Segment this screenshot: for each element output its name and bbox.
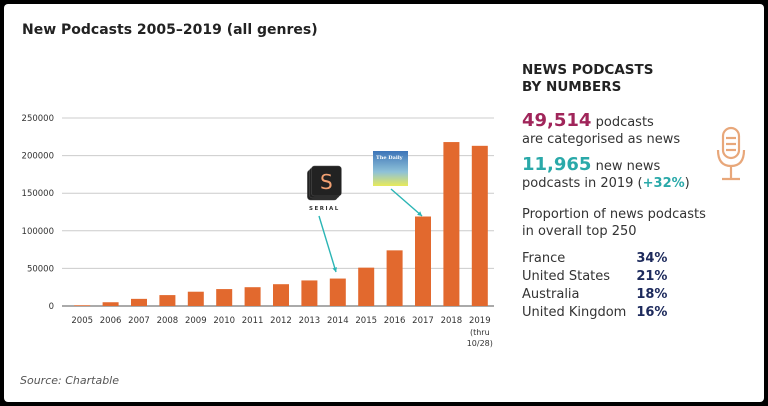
x-tick-label: 2013 [299, 316, 321, 326]
bar-2016 [386, 250, 403, 306]
bar-2018 [443, 142, 460, 306]
bar-2011 [244, 287, 261, 306]
x-tick-label: 2016 [384, 316, 406, 326]
x-tick-label: 2011 [242, 316, 264, 326]
table-row: France 34% [522, 250, 667, 268]
stat2-text2b: ) [684, 176, 690, 191]
x-tick-label: 2014 [327, 316, 349, 326]
y-tick-label: 0 [49, 302, 54, 312]
bar-chart: 0 50000 100000 150000 200000 250000 2005 2006 20… [22, 114, 494, 348]
table-row: United Kingdom 16% [522, 304, 667, 322]
bar-2005 [74, 305, 91, 306]
x-tick-label: 2019 [469, 316, 491, 326]
table-row: Australia 18% [522, 286, 667, 304]
bar-2019 [471, 145, 488, 306]
serial-logo-label: SERIAL [309, 206, 340, 212]
country-table: France 34% United States 21% Australia 18% … [522, 250, 667, 322]
y-tick-label: 50000 [27, 264, 54, 274]
y-tick-label: 150000 [22, 189, 54, 199]
serial-logo-layer [311, 165, 342, 197]
x-tick-label: 2018 [441, 316, 463, 326]
country-pct: 16% [636, 305, 668, 320]
infographic: New Podcasts 2005–2019 (all genres) 0 500… [4, 4, 764, 402]
x-tick-label: 2017 [412, 316, 434, 326]
bar-2010 [216, 289, 233, 306]
y-tick-label: 100000 [22, 227, 54, 237]
table-row: United States 21% [522, 268, 667, 286]
x-tick-label: 2015 [355, 316, 377, 326]
bar-2012 [273, 284, 289, 306]
source-note: Source: Chartable [20, 374, 119, 387]
serial-arrow [318, 215, 337, 273]
daily-arrow-head [417, 211, 422, 216]
stat-new-news-podcasts: 11,965 new news podcasts in 2019 (+32%) [522, 156, 762, 192]
country-name: United Kingdom [522, 305, 627, 320]
proportion-line1: Proportion of news podcasts [522, 207, 706, 222]
stat2-text2a: podcasts in 2019 ( [522, 176, 643, 191]
stat2-pct: +32% [642, 176, 685, 191]
panel-heading-line2: BY NUMBERS [522, 79, 622, 95]
serial-logo-letter: S [320, 170, 333, 194]
y-tick-label: 200000 [22, 152, 54, 162]
stat-news-podcasts: 49,514 podcasts are categorised as news [522, 112, 762, 148]
country-pct: 18% [636, 287, 668, 302]
news-stats-panel: NEWS PODCASTS BY NUMBERS 49,514 podcasts… [522, 62, 762, 322]
x-tick-label: 2007 [128, 316, 150, 326]
country-pct: 34% [636, 251, 668, 266]
bar-2009 [187, 291, 204, 306]
proportion-heading: Proportion of news podcasts in overall t… [522, 206, 762, 240]
bar-2006 [102, 302, 119, 306]
y-tick-label: 250000 [22, 114, 54, 124]
bar-2014 [329, 278, 346, 306]
stat1-text1: podcasts [595, 115, 654, 130]
x-tick-sublabel: (thru [470, 328, 490, 337]
x-tick-label: 2005 [71, 316, 93, 326]
chart-title: New Podcasts 2005–2019 (all genres) [22, 22, 318, 38]
daily-arrow [390, 188, 423, 217]
bar-2008 [159, 295, 176, 306]
stat1-text2: are categorised as news [522, 132, 681, 147]
the-daily-logo-text: The Daily [376, 155, 404, 161]
microphone-icon [716, 126, 746, 181]
stat1-number: 49,514 [522, 110, 592, 131]
x-tick-sublabel: 10/28) [467, 339, 493, 348]
country-name: Australia [522, 287, 580, 302]
bar-2007 [131, 298, 147, 306]
stat2-number: 11,965 [522, 154, 592, 175]
proportion-line2: in overall top 250 [522, 224, 637, 239]
country-name: France [522, 251, 566, 266]
bar-2017 [415, 216, 431, 306]
panel-heading-line1: NEWS PODCASTS [522, 62, 654, 78]
the-daily-logo [373, 151, 408, 186]
x-tick-label: 2012 [270, 316, 292, 326]
bar-2015 [358, 267, 375, 306]
country-name: United States [522, 269, 611, 284]
bar-2013 [301, 280, 318, 306]
stat2-text1: new news [595, 159, 661, 174]
x-tick-label: 2006 [100, 316, 122, 326]
x-tick-label: 2010 [213, 316, 235, 326]
x-tick-label: 2008 [157, 316, 179, 326]
x-tick-label: 2009 [185, 316, 207, 326]
country-pct: 21% [636, 269, 668, 284]
serial-arrow-head [332, 267, 338, 272]
